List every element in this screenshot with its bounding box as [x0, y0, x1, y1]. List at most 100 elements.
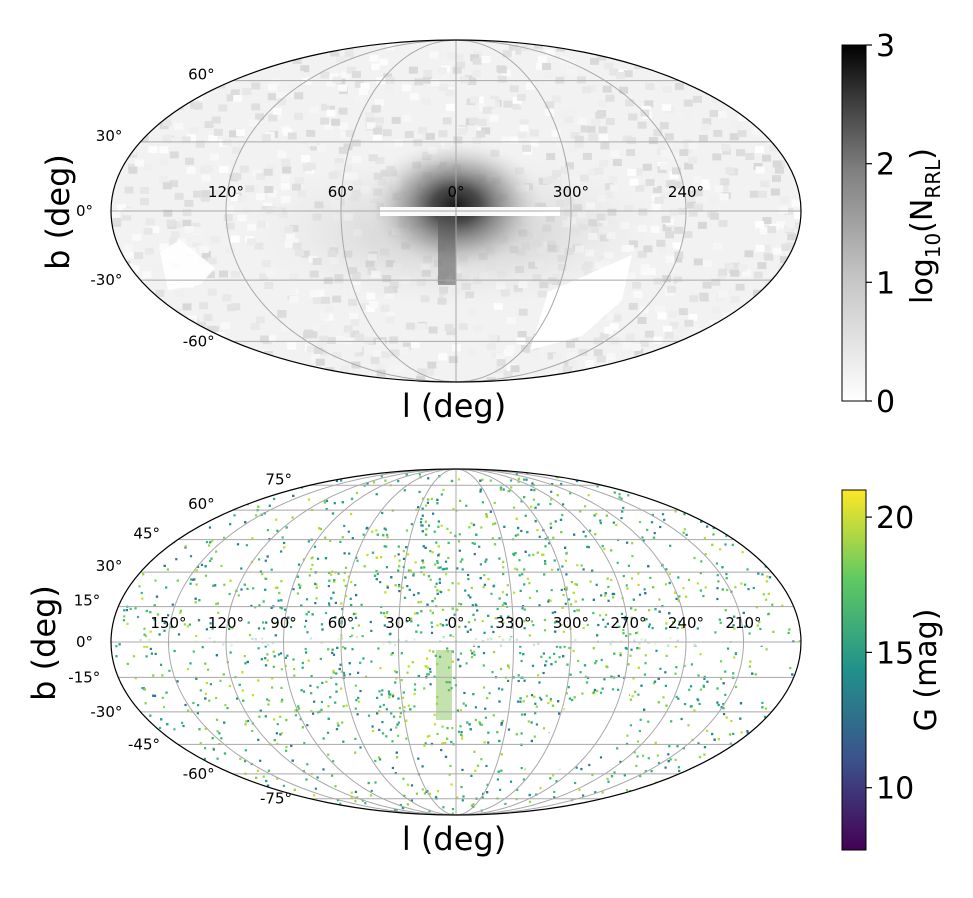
star-point: [244, 521, 247, 524]
star-point: [433, 563, 437, 566]
density-cell: [211, 189, 221, 197]
star-point: [429, 683, 432, 686]
density-cell: [132, 234, 142, 242]
star-point: [788, 628, 791, 631]
density-cell: [155, 289, 165, 297]
star-point: [115, 552, 118, 555]
density-cell: [224, 349, 234, 357]
star-point: [273, 718, 276, 721]
density-cell: [744, 323, 754, 331]
star-point: [516, 533, 520, 536]
star-point: [156, 613, 160, 616]
star-point: [574, 781, 577, 785]
star-point: [751, 736, 754, 739]
star-point: [638, 729, 641, 733]
star-point: [589, 580, 592, 583]
star-point: [176, 766, 180, 769]
star-point: [244, 723, 247, 726]
star-point: [201, 646, 204, 649]
star-point: [193, 578, 196, 581]
star-point: [803, 657, 805, 659]
density-cell: [795, 299, 801, 307]
star-point: [494, 617, 497, 620]
density-cell: [273, 112, 283, 120]
star-point: [670, 720, 673, 723]
density-cell: [311, 323, 321, 331]
star-point: [612, 806, 615, 810]
density-cell: [757, 58, 767, 66]
star-point: [558, 813, 561, 815]
star-point: [796, 508, 799, 511]
star-point: [431, 551, 434, 554]
density-cell: [190, 358, 200, 366]
star-point: [308, 574, 311, 577]
density-cell: [174, 123, 184, 130]
star-point: [115, 552, 118, 555]
density-cell: [567, 352, 577, 360]
star-point: [209, 559, 212, 562]
star-point: [700, 560, 703, 563]
density-cell: [343, 143, 353, 151]
star-point: [696, 627, 699, 630]
star-point: [765, 478, 768, 481]
star-point: [618, 493, 621, 496]
star-point: [127, 507, 130, 510]
star-point: [504, 602, 507, 605]
star-point: [209, 683, 212, 686]
star-point: [445, 618, 448, 622]
star-point: [514, 552, 517, 555]
density-cell: [193, 190, 203, 198]
star-point: [304, 647, 307, 651]
star-point: [445, 681, 448, 684]
star-point: [444, 741, 447, 744]
density-cell: [114, 302, 124, 310]
star-point: [482, 586, 485, 589]
star-point: [391, 766, 394, 770]
density-cell: [672, 167, 681, 175]
density-cell: [751, 71, 761, 78]
star-point: [630, 616, 633, 619]
star-point: [339, 802, 342, 805]
star-point: [576, 609, 579, 612]
star-point: [725, 577, 728, 580]
star-point: [496, 731, 499, 734]
star-point: [279, 733, 282, 736]
density-cell: [601, 367, 611, 375]
star-point: [314, 582, 317, 585]
star-point: [461, 768, 464, 771]
star-point: [445, 567, 448, 570]
density-cell: [204, 121, 214, 129]
lat-tick-label: 30°: [96, 127, 123, 145]
star-point: [285, 718, 288, 722]
density-cell: [364, 336, 374, 344]
star-point: [118, 643, 121, 646]
density-cell: [774, 297, 784, 305]
star-point: [264, 559, 267, 562]
star-point: [380, 611, 383, 614]
star-point: [302, 690, 306, 693]
star-point: [547, 701, 550, 705]
star-point: [205, 628, 208, 631]
density-cell: [117, 204, 126, 211]
star-point: [350, 796, 353, 799]
density-cell: [738, 113, 748, 121]
star-point: [342, 740, 345, 743]
star-point: [139, 804, 142, 807]
star-point: [446, 727, 449, 730]
star-point: [355, 556, 358, 559]
star-point: [126, 622, 129, 625]
lon-tick-label: 300°: [553, 614, 589, 632]
star-point: [361, 799, 364, 802]
star-point: [397, 569, 400, 572]
star-point: [192, 650, 195, 653]
star-point: [259, 811, 262, 814]
star-point: [796, 806, 799, 809]
density-cell: [599, 360, 608, 367]
star-point: [536, 529, 539, 532]
star-point: [311, 563, 314, 566]
star-point: [667, 760, 670, 763]
density-cell: [587, 85, 597, 92]
density-cell: [777, 380, 787, 382]
star-point: [571, 698, 574, 702]
x-axis-label: l (deg): [402, 820, 506, 858]
